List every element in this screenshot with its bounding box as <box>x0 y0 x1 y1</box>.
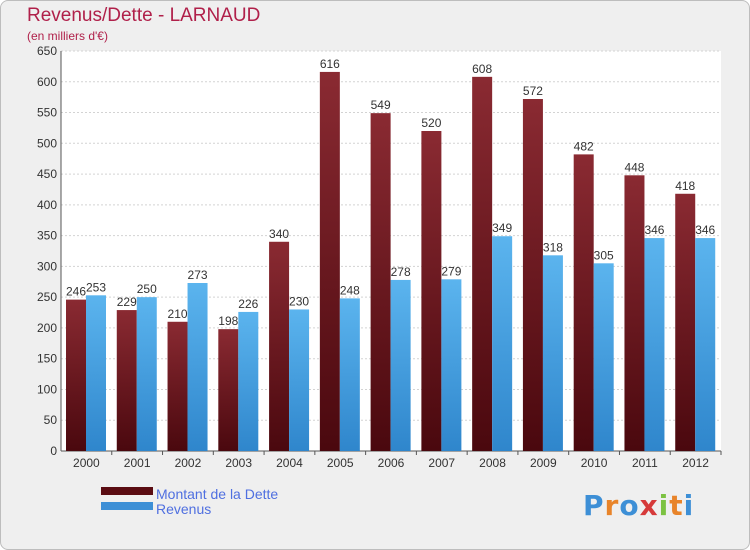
logo-letter: o <box>619 489 640 522</box>
data-label-revenus: 349 <box>492 221 512 235</box>
legend-label-revenus: Revenus <box>156 501 212 517</box>
y-tick-label: 300 <box>37 259 57 273</box>
data-label-dette: 608 <box>472 62 492 76</box>
data-label-dette: 229 <box>117 295 137 309</box>
bar-dette <box>218 329 239 451</box>
y-tick-label: 550 <box>37 106 57 120</box>
data-label-revenus: 279 <box>441 264 461 278</box>
y-tick-label: 250 <box>37 290 57 304</box>
bar-revenus <box>593 263 614 451</box>
data-label-revenus: 226 <box>238 297 258 311</box>
x-tick-label: 2003 <box>225 456 252 470</box>
data-label-revenus: 346 <box>644 223 664 237</box>
bar-dette <box>421 131 442 451</box>
x-tick-label: 2009 <box>530 456 557 470</box>
bar-dette <box>624 175 645 452</box>
y-tick-label: 450 <box>37 167 57 181</box>
x-tick-label: 2010 <box>581 456 608 470</box>
x-tick-label: 2001 <box>124 456 151 470</box>
data-label-revenus: 278 <box>391 265 411 279</box>
data-label-dette: 520 <box>421 116 441 130</box>
y-tick-label: 150 <box>37 352 57 366</box>
data-label-dette: 549 <box>371 98 391 112</box>
bar-dette <box>269 241 290 451</box>
x-tick-label: 2012 <box>682 456 709 470</box>
data-label-dette: 482 <box>574 139 594 153</box>
data-label-dette: 418 <box>675 179 695 193</box>
bar-dette <box>167 321 188 451</box>
data-label-revenus: 248 <box>340 283 360 297</box>
bar-revenus <box>136 297 157 451</box>
bar-revenus <box>390 279 411 451</box>
data-label-dette: 616 <box>320 57 340 71</box>
x-tick-label: 2008 <box>479 456 506 470</box>
bar-revenus <box>187 283 208 451</box>
y-tick-label: 50 <box>44 413 58 427</box>
data-label-revenus: 273 <box>188 268 208 282</box>
bar-dette <box>675 193 696 451</box>
data-label-revenus: 253 <box>86 280 106 294</box>
logo-letter: x <box>639 489 659 522</box>
x-tick-label: 2002 <box>175 456 202 470</box>
x-tick-label: 2011 <box>632 456 658 470</box>
bar-revenus <box>492 236 513 451</box>
data-label-dette: 340 <box>269 227 289 241</box>
chart-subtitle: (en milliers d'€) <box>27 29 108 43</box>
y-tick-label: 0 <box>50 444 57 458</box>
bar-dette <box>522 99 543 451</box>
bar-revenus <box>86 295 106 451</box>
logo-letter: i <box>683 489 695 522</box>
x-tick-label: 2004 <box>276 456 303 470</box>
bar-revenus <box>644 238 665 451</box>
data-label-dette: 210 <box>168 307 188 321</box>
data-label-revenus: 250 <box>137 282 157 296</box>
y-tick-label: 200 <box>37 321 57 335</box>
y-tick-label: 600 <box>37 75 57 89</box>
logo-letter: i <box>658 489 670 522</box>
data-label-revenus: 230 <box>289 294 309 308</box>
x-tick-label: 2006 <box>378 456 405 470</box>
bar-dette <box>66 299 86 451</box>
proxiti-logo: Proxiti <box>583 489 694 522</box>
legend-label-dette: Montant de la Dette <box>156 486 279 502</box>
legend-swatch-dette <box>101 487 153 495</box>
data-label-dette: 198 <box>218 314 238 328</box>
bar-dette <box>116 310 137 451</box>
bar-revenus <box>695 238 716 451</box>
data-label-revenus: 346 <box>695 223 715 237</box>
data-label-revenus: 305 <box>594 248 614 262</box>
logo-letter: r <box>604 489 620 522</box>
y-tick-label: 100 <box>37 382 57 396</box>
chart-title: Revenus/Dette - LARNAUD <box>27 5 261 26</box>
data-label-dette: 246 <box>66 285 86 299</box>
y-tick-label: 500 <box>37 136 57 150</box>
bar-revenus <box>289 309 310 451</box>
bar-dette <box>370 113 391 452</box>
data-label-dette: 572 <box>523 84 543 98</box>
data-label-revenus: 318 <box>543 240 563 254</box>
data-label-dette: 448 <box>624 160 644 174</box>
bar-revenus <box>441 279 462 451</box>
y-tick-label: 350 <box>37 229 57 243</box>
y-tick-label: 400 <box>37 198 57 212</box>
logo-letter: t <box>669 489 684 522</box>
logo-letter: P <box>583 489 605 522</box>
x-tick-label: 2007 <box>428 456 455 470</box>
bar-dette <box>319 71 340 451</box>
y-tick-label: 650 <box>37 44 57 58</box>
x-tick-label: 2005 <box>327 456 354 470</box>
bar-dette <box>573 154 594 451</box>
legend-swatch-revenus <box>101 502 153 510</box>
x-tick-label: 2000 <box>73 456 100 470</box>
bar-dette <box>472 76 493 451</box>
bar-revenus <box>339 298 360 451</box>
bar-revenus <box>238 311 259 451</box>
bar-revenus <box>542 255 563 451</box>
